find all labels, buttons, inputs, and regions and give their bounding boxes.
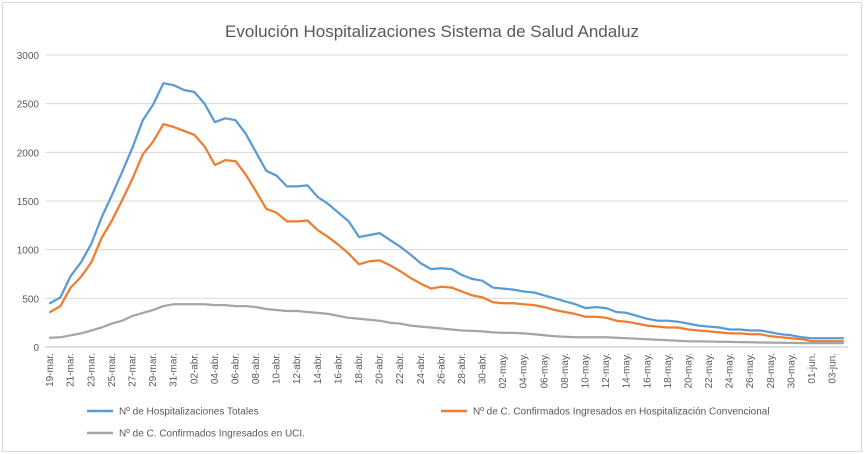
y-tick-label: 0 bbox=[33, 343, 39, 354]
x-tick-label: 12-may. bbox=[601, 353, 612, 388]
x-tick-label: 24-may. bbox=[725, 353, 736, 388]
x-tick-label: 03-jun. bbox=[828, 353, 839, 384]
x-tick-label: 08-abr. bbox=[251, 353, 262, 384]
x-tick-label: 23-mar. bbox=[86, 353, 97, 387]
x-tick-label: 18-abr. bbox=[354, 353, 365, 384]
x-tick-label: 29-mar. bbox=[148, 353, 159, 387]
x-tick-label: 04-abr. bbox=[210, 353, 221, 384]
x-tick-label: 18-may. bbox=[663, 353, 674, 388]
x-tick-label: 24-abr. bbox=[416, 353, 427, 384]
chart-title: Evolución Hospitalizaciones Sistema de S… bbox=[225, 22, 639, 41]
y-tick-label: 2500 bbox=[17, 100, 40, 111]
x-tick-label: 31-mar. bbox=[169, 353, 180, 387]
x-tick-label: 16-may. bbox=[642, 353, 653, 388]
x-tick-label: 06-may. bbox=[539, 353, 550, 388]
x-tick-label: 30-abr. bbox=[478, 353, 489, 384]
y-tick-label: 2000 bbox=[17, 148, 40, 159]
legend-item-2: Nº de C. Confirmados Ingresados en Hospi… bbox=[441, 407, 770, 418]
legend-item-3: Nº de C. Confirmados Ingresados en UCI. bbox=[87, 429, 305, 440]
x-tick-label: 20-abr. bbox=[375, 353, 386, 384]
gridlines bbox=[45, 54, 848, 299]
x-tick-label: 14-abr. bbox=[313, 353, 324, 384]
x-tick-label: 14-may. bbox=[622, 353, 633, 388]
legend-label: Nº de Hospitalizaciones Totales bbox=[119, 407, 259, 418]
x-tick-label: 30-may. bbox=[786, 353, 797, 388]
y-tick-label: 3000 bbox=[17, 51, 40, 62]
x-tick-label: 28-may. bbox=[766, 353, 777, 388]
series-lines bbox=[48, 82, 845, 345]
x-tick-label: 02-abr. bbox=[189, 353, 200, 384]
legend-label: Nº de C. Confirmados Ingresados en UCI. bbox=[119, 429, 305, 440]
x-tick-label: 26-may. bbox=[745, 353, 756, 388]
x-tick-label: 25-mar. bbox=[107, 353, 118, 387]
x-tick-label: 06-abr. bbox=[230, 353, 241, 384]
legend-label: Nº de C. Confirmados Ingresados en Hospi… bbox=[473, 407, 770, 418]
series-line-3 bbox=[48, 303, 845, 345]
x-tick-label: 02-may. bbox=[498, 353, 509, 388]
line-chart: Evolución Hospitalizaciones Sistema de S… bbox=[17, 22, 848, 440]
x-tick-label: 12-abr. bbox=[292, 353, 303, 384]
y-axis: 0 500 1000 1500 2000 2500 3000 bbox=[17, 51, 40, 354]
x-axis: 19-mar. 21-mar. 23-mar. 25-mar. 27-mar. 29-ma… bbox=[45, 346, 848, 388]
x-tick-label: 22-abr. bbox=[395, 353, 406, 384]
x-tick-label: 04-may. bbox=[519, 353, 530, 388]
y-tick-label: 1500 bbox=[17, 197, 40, 208]
x-tick-label: 20-may. bbox=[683, 353, 694, 388]
x-tick-label: 21-mar. bbox=[66, 353, 77, 387]
x-tick-label: 08-may. bbox=[560, 353, 571, 388]
x-tick-label: 19-mar. bbox=[45, 353, 56, 387]
legend: Nº de Hospitalizaciones Totales Nº de C. … bbox=[87, 407, 770, 440]
series-line-1 bbox=[48, 82, 845, 340]
x-tick-label: 01-jun. bbox=[807, 353, 818, 384]
x-tick-label: 16-abr. bbox=[333, 353, 344, 384]
x-tick-label: 28-abr. bbox=[457, 353, 468, 384]
x-tick-label: 10-abr. bbox=[272, 353, 283, 384]
x-tick-label: 22-may. bbox=[704, 353, 715, 388]
series-line-2 bbox=[48, 122, 845, 343]
x-tick-label: 10-may. bbox=[580, 353, 591, 388]
y-tick-label: 1000 bbox=[17, 246, 40, 257]
x-tick-label: 27-mar. bbox=[128, 353, 139, 387]
y-tick-label: 500 bbox=[22, 294, 39, 305]
x-tick-label: 26-abr. bbox=[436, 353, 447, 384]
legend-item-1: Nº de Hospitalizaciones Totales bbox=[87, 407, 259, 418]
